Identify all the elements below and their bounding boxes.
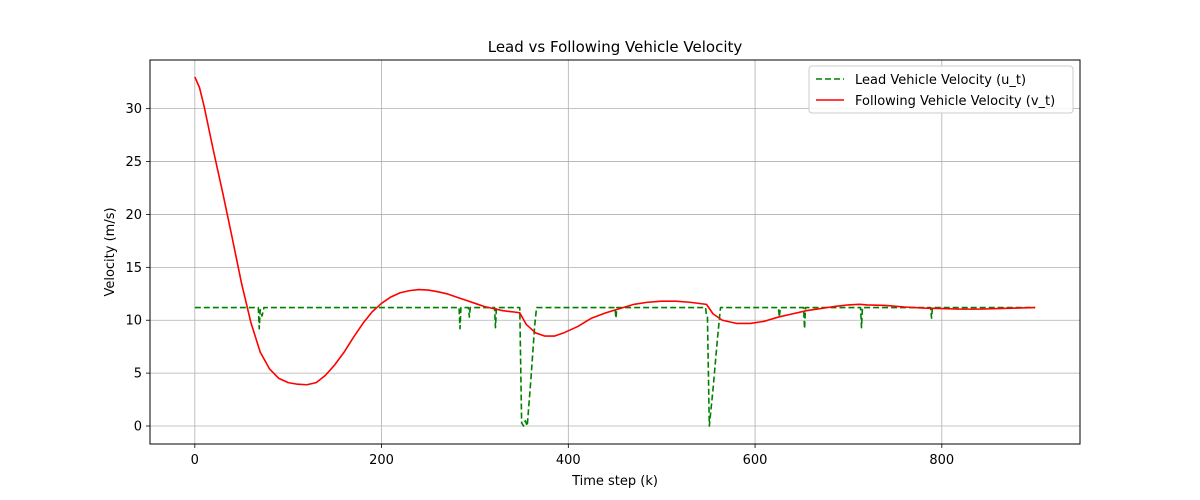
chart-title: Lead vs Following Vehicle Velocity	[488, 38, 743, 56]
y-tick-label: 30	[125, 102, 142, 117]
y-tick-label: 0	[134, 420, 142, 435]
y-tick-label: 20	[125, 208, 142, 223]
x-tick-label: 800	[929, 453, 954, 468]
y-axis-label: Velocity (m/s)	[103, 207, 118, 296]
legend-box	[808, 65, 1074, 114]
lead-velocity-line	[194, 306, 1036, 427]
plot-frame	[149, 59, 1081, 445]
legend-label-lead: Lead Vehicle Velocity (u_t)	[855, 73, 1026, 88]
x-tick-label: 0	[191, 453, 199, 468]
x-tick-label: 200	[369, 453, 394, 468]
x-tick-label: 400	[556, 453, 581, 468]
y-tick-label: 15	[125, 261, 142, 276]
x-tick-label: 600	[743, 453, 768, 468]
x-axis-label: Time step (k)	[571, 474, 658, 489]
ticks: 0 200 400 600 800 0 5 10 15 20 25 30	[125, 102, 954, 468]
grid	[150, 60, 1080, 444]
y-tick-label: 10	[125, 314, 142, 329]
legend: Lead Vehicle Velocity (u_t) Following Ve…	[808, 65, 1074, 114]
y-tick-label: 5	[134, 367, 142, 382]
y-tick-label: 25	[125, 155, 142, 170]
series-layer	[194, 76, 1036, 427]
legend-label-following: Following Vehicle Velocity (v_t)	[855, 94, 1055, 109]
following-velocity-line	[194, 76, 1036, 386]
